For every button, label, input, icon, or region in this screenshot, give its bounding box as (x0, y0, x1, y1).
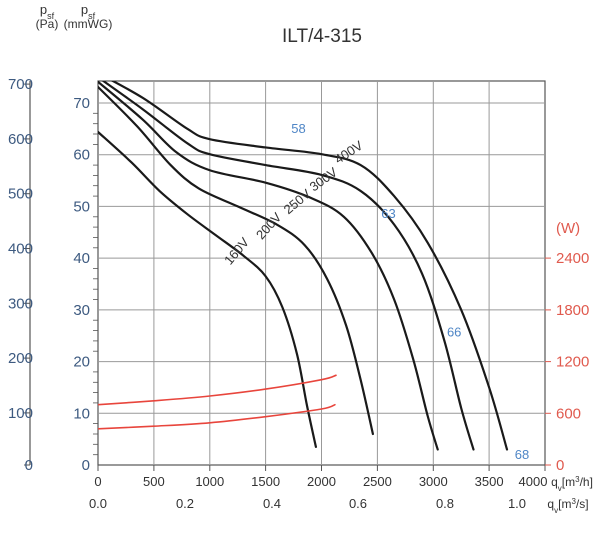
svg-text:1800: 1800 (556, 302, 589, 319)
svg-text:1500: 1500 (251, 474, 280, 489)
svg-text:(W): (W) (556, 220, 580, 237)
svg-text:0: 0 (25, 457, 33, 474)
svg-text:400: 400 (8, 241, 33, 258)
svg-text:(mmWG): (mmWG) (64, 17, 113, 31)
svg-text:250V: 250V (281, 186, 314, 217)
svg-text:1.0: 1.0 (508, 496, 526, 511)
svg-text:100: 100 (8, 405, 33, 422)
svg-text:200: 200 (8, 350, 33, 367)
svg-text:2500: 2500 (363, 474, 392, 489)
svg-text:qv[m3/h]: qv[m3/h] (551, 475, 593, 493)
svg-text:0.4: 0.4 (263, 496, 281, 511)
svg-text:300: 300 (8, 295, 33, 312)
svg-text:40: 40 (73, 250, 90, 267)
svg-text:0.6: 0.6 (349, 496, 367, 511)
svg-text:70: 70 (73, 95, 90, 112)
svg-text:600: 600 (556, 405, 581, 422)
svg-text:0.0: 0.0 (89, 496, 107, 511)
svg-text:58: 58 (291, 121, 305, 136)
svg-text:68: 68 (515, 447, 529, 462)
svg-text:4000: 4000 (519, 474, 548, 489)
svg-text:0: 0 (556, 457, 564, 474)
svg-text:700: 700 (8, 76, 33, 93)
svg-text:400V: 400V (332, 137, 366, 166)
svg-text:0: 0 (94, 474, 101, 489)
svg-text:63: 63 (381, 206, 395, 221)
svg-text:30: 30 (73, 302, 90, 319)
svg-text:0.8: 0.8 (436, 496, 454, 511)
svg-text:3500: 3500 (475, 474, 504, 489)
svg-text:160V: 160V (221, 234, 252, 267)
svg-text:300V: 300V (307, 164, 341, 194)
svg-text:10: 10 (73, 405, 90, 422)
svg-text:500: 500 (8, 186, 33, 203)
svg-text:0.2: 0.2 (176, 496, 194, 511)
svg-text:20: 20 (73, 354, 90, 371)
svg-text:500: 500 (143, 474, 165, 489)
svg-text:(Pa): (Pa) (36, 17, 59, 31)
svg-text:3000: 3000 (419, 474, 448, 489)
svg-text:ILT/4-315: ILT/4-315 (282, 26, 362, 47)
svg-text:2000: 2000 (307, 474, 336, 489)
svg-text:0: 0 (82, 457, 90, 474)
svg-text:600: 600 (8, 131, 33, 148)
svg-text:2400: 2400 (556, 250, 589, 267)
svg-text:66: 66 (447, 324, 461, 339)
svg-text:60: 60 (73, 147, 90, 164)
svg-text:1000: 1000 (195, 474, 224, 489)
svg-text:50: 50 (73, 198, 90, 215)
svg-text:1200: 1200 (556, 354, 589, 371)
svg-text:qv[m3/s]: qv[m3/s] (547, 497, 588, 515)
